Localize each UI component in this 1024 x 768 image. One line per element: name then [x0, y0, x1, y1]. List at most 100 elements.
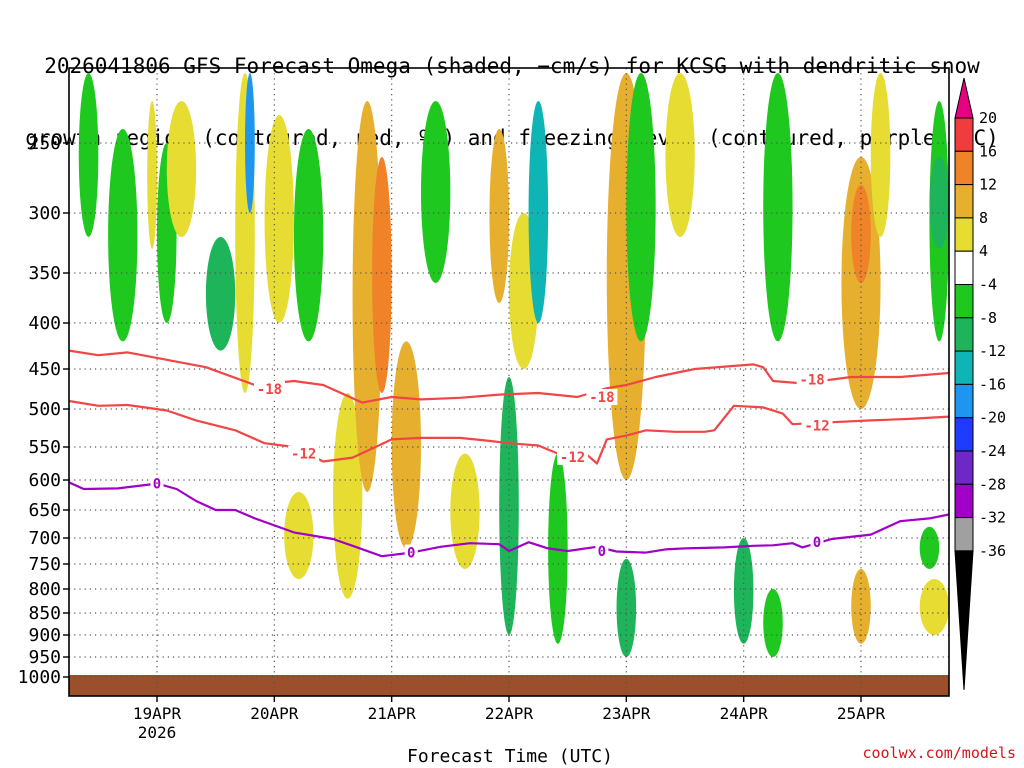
omega-feature-34 — [929, 157, 949, 249]
colorbar-bin-16-20 — [954, 117, 974, 152]
contour-line-0 — [69, 481, 949, 558]
colorbar: 20 16 12 8 4 -4 -8 -12 -16 -20 -24 -28 -32 -36 — [954, 77, 1006, 691]
x-tick-label-24APR: 24APR — [720, 704, 769, 723]
x-tick-label-20APR: 20APR — [250, 704, 299, 723]
y-axis: 2503003504004505005506006507007508008509… — [18, 133, 69, 688]
omega-feature-32 — [870, 73, 891, 237]
x-axis-title: Forecast Time (UTC) — [407, 746, 613, 767]
contour-label-0: 0 — [598, 544, 606, 560]
y-tick-label-600: 600 — [28, 470, 61, 491]
x-tick-sublabel-19APR: 2026 — [138, 723, 177, 742]
contour-label-bg--12 — [288, 445, 320, 462]
contour-label-bg-0 — [810, 534, 824, 551]
omega-feature-5 — [205, 236, 236, 351]
y-tick-label-300: 300 — [28, 203, 61, 224]
colorbar-label--36: -36 — [979, 542, 1006, 560]
contour-label--12: -12 — [560, 450, 585, 466]
x-tick-label-22APR: 22APR — [485, 704, 534, 723]
y-tick-label-850: 850 — [28, 603, 61, 624]
y-tick-label-750: 750 — [28, 554, 61, 575]
colorbar-above-max-arrow — [954, 77, 974, 119]
colorbar-label--28: -28 — [979, 475, 1006, 493]
colorbar-bin--36--32 — [954, 517, 974, 552]
temperature-contours: -18 -18 -18 -12 -12 -12 0 0 0 0 — [69, 349, 949, 562]
x-tick-label-19APR: 19APR — [133, 704, 182, 723]
omega-feature-30 — [851, 185, 871, 283]
y-tick-label-350: 350 — [28, 263, 61, 284]
colorbar-label-12: 12 — [979, 176, 997, 194]
omega-feature-27 — [763, 73, 793, 342]
colorbar-bin--12--8 — [954, 317, 974, 352]
colorbar-below-min-arrow — [954, 550, 974, 691]
y-tick-label-500: 500 — [28, 399, 61, 420]
colorbar-bin--8--4 — [954, 284, 974, 319]
credit-text: coolwx.com/models — [862, 744, 1016, 762]
colorbar-label-4: 4 — [979, 242, 988, 260]
colorbar-bin-4-8 — [954, 217, 974, 252]
colorbar-bin--28--24 — [954, 450, 974, 485]
contour-label-bg--12 — [801, 417, 833, 434]
colorbar-label--8: -8 — [979, 309, 997, 327]
colorbar-bin--4-4 — [954, 250, 974, 285]
omega-feature-26 — [733, 538, 754, 644]
colorbar-label--4: -4 — [979, 276, 997, 294]
colorbar-bin--24--20 — [954, 417, 974, 452]
omega-feature-13 — [372, 157, 392, 393]
colorbar-label-8: 8 — [979, 209, 988, 227]
y-tick-label-650: 650 — [28, 500, 61, 521]
colorbar-bin-12-16 — [954, 150, 974, 186]
omega-feature-15 — [421, 101, 451, 283]
omega-feature-8 — [264, 115, 294, 323]
contour-label--18: -18 — [589, 390, 614, 406]
omega-feature-4 — [166, 101, 197, 237]
contour-label-bg--18 — [586, 389, 618, 405]
y-tick-label-1000: 1000 — [18, 667, 61, 688]
omega-feature-0 — [78, 73, 99, 237]
omega-feature-9 — [284, 492, 314, 579]
contour-label-bg-0 — [404, 544, 418, 561]
colorbar-label-16: 16 — [979, 142, 997, 160]
colorbar-label-20: 20 — [979, 109, 997, 127]
omega-feature-24 — [626, 73, 656, 342]
omega-shading — [78, 73, 949, 658]
y-tick-label-900: 900 — [28, 625, 61, 646]
colorbar-label--32: -32 — [979, 509, 1006, 527]
y-tick-label-950: 950 — [28, 647, 61, 668]
omega-feature-1 — [108, 129, 138, 342]
y-tick-label-400: 400 — [28, 313, 61, 334]
contour-line--18 — [69, 349, 949, 404]
y-tick-label-800: 800 — [28, 579, 61, 600]
contour-label-bg--12 — [557, 448, 589, 465]
omega-feature-31 — [851, 569, 871, 644]
contour-label-0: 0 — [153, 477, 161, 493]
x-tick-label-25APR: 25APR — [837, 704, 886, 723]
contour-label-bg--18 — [796, 371, 828, 388]
omega-feature-7 — [245, 73, 255, 213]
y-tick-label-450: 450 — [28, 359, 61, 380]
omega-feature-20 — [528, 101, 549, 323]
y-tick-label-700: 700 — [28, 528, 61, 549]
y-tick-label-250: 250 — [28, 133, 61, 154]
omega-feature-10 — [293, 129, 324, 342]
colorbar-label--24: -24 — [979, 442, 1006, 460]
colorbar-bin--20--16 — [954, 383, 974, 419]
x-tick-label-21APR: 21APR — [368, 704, 417, 723]
omega-feature-35 — [919, 526, 940, 570]
colorbar-label--16: -16 — [979, 375, 1006, 393]
omega-feature-23 — [616, 558, 637, 658]
contour-label-bg--18 — [253, 381, 285, 397]
omega-feature-36 — [919, 579, 949, 635]
contour-label-bg-0 — [150, 475, 164, 492]
contour-label-0: 0 — [407, 546, 415, 562]
omega-feature-25 — [665, 73, 695, 237]
contour-label-0: 0 — [813, 535, 821, 551]
ground-fill — [69, 675, 949, 696]
contour-label--18: -18 — [799, 372, 824, 388]
x-tick-label-23APR: 23APR — [602, 704, 651, 723]
colorbar-bin-8-12 — [954, 184, 974, 219]
colorbar-label--20: -20 — [979, 409, 1006, 427]
omega-feature-2 — [147, 101, 157, 249]
contour-label--12: -12 — [804, 419, 829, 435]
